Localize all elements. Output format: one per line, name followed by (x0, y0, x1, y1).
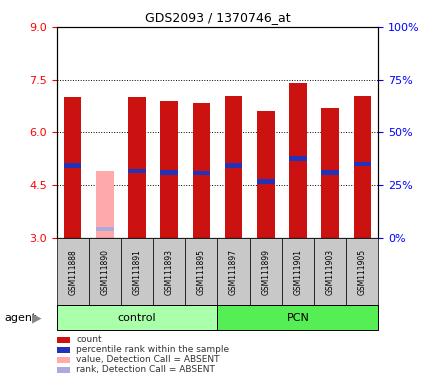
Text: agent: agent (4, 313, 36, 323)
Text: GSM111890: GSM111890 (100, 249, 109, 295)
Text: percentile rank within the sample: percentile rank within the sample (76, 345, 229, 354)
Bar (321, 170, 338, 175)
Text: value, Detection Call = ABSENT: value, Detection Call = ABSENT (76, 355, 219, 364)
Bar (96, 171, 113, 238)
Bar (192, 103, 210, 238)
Text: PCN: PCN (286, 313, 309, 323)
Text: ▶: ▶ (32, 311, 42, 324)
Text: GSM111895: GSM111895 (197, 249, 205, 295)
Bar (289, 156, 306, 161)
Text: GSM111891: GSM111891 (132, 249, 141, 295)
Title: GDS2093 / 1370746_at: GDS2093 / 1370746_at (145, 11, 289, 24)
Text: GSM111888: GSM111888 (68, 249, 77, 295)
Bar (128, 97, 145, 238)
Text: control: control (118, 313, 156, 323)
Bar (64, 97, 81, 238)
Bar (321, 108, 338, 238)
Bar (353, 162, 370, 166)
Text: GSM111905: GSM111905 (357, 248, 366, 295)
Bar (224, 96, 242, 238)
Text: GSM111903: GSM111903 (325, 248, 334, 295)
Text: count: count (76, 335, 102, 344)
Bar (256, 111, 274, 238)
Bar (160, 101, 178, 238)
Bar (192, 171, 210, 175)
Bar (64, 164, 81, 168)
Bar (128, 169, 145, 173)
Bar (224, 164, 242, 168)
Bar (353, 96, 370, 238)
Bar (289, 83, 306, 238)
Text: GSM111893: GSM111893 (164, 249, 173, 295)
Text: GSM111897: GSM111897 (229, 249, 237, 295)
Bar (160, 170, 178, 175)
Bar (96, 227, 113, 231)
Text: GSM111899: GSM111899 (261, 249, 270, 295)
Bar (256, 179, 274, 184)
Text: rank, Detection Call = ABSENT: rank, Detection Call = ABSENT (76, 365, 214, 374)
Text: GSM111901: GSM111901 (293, 249, 302, 295)
